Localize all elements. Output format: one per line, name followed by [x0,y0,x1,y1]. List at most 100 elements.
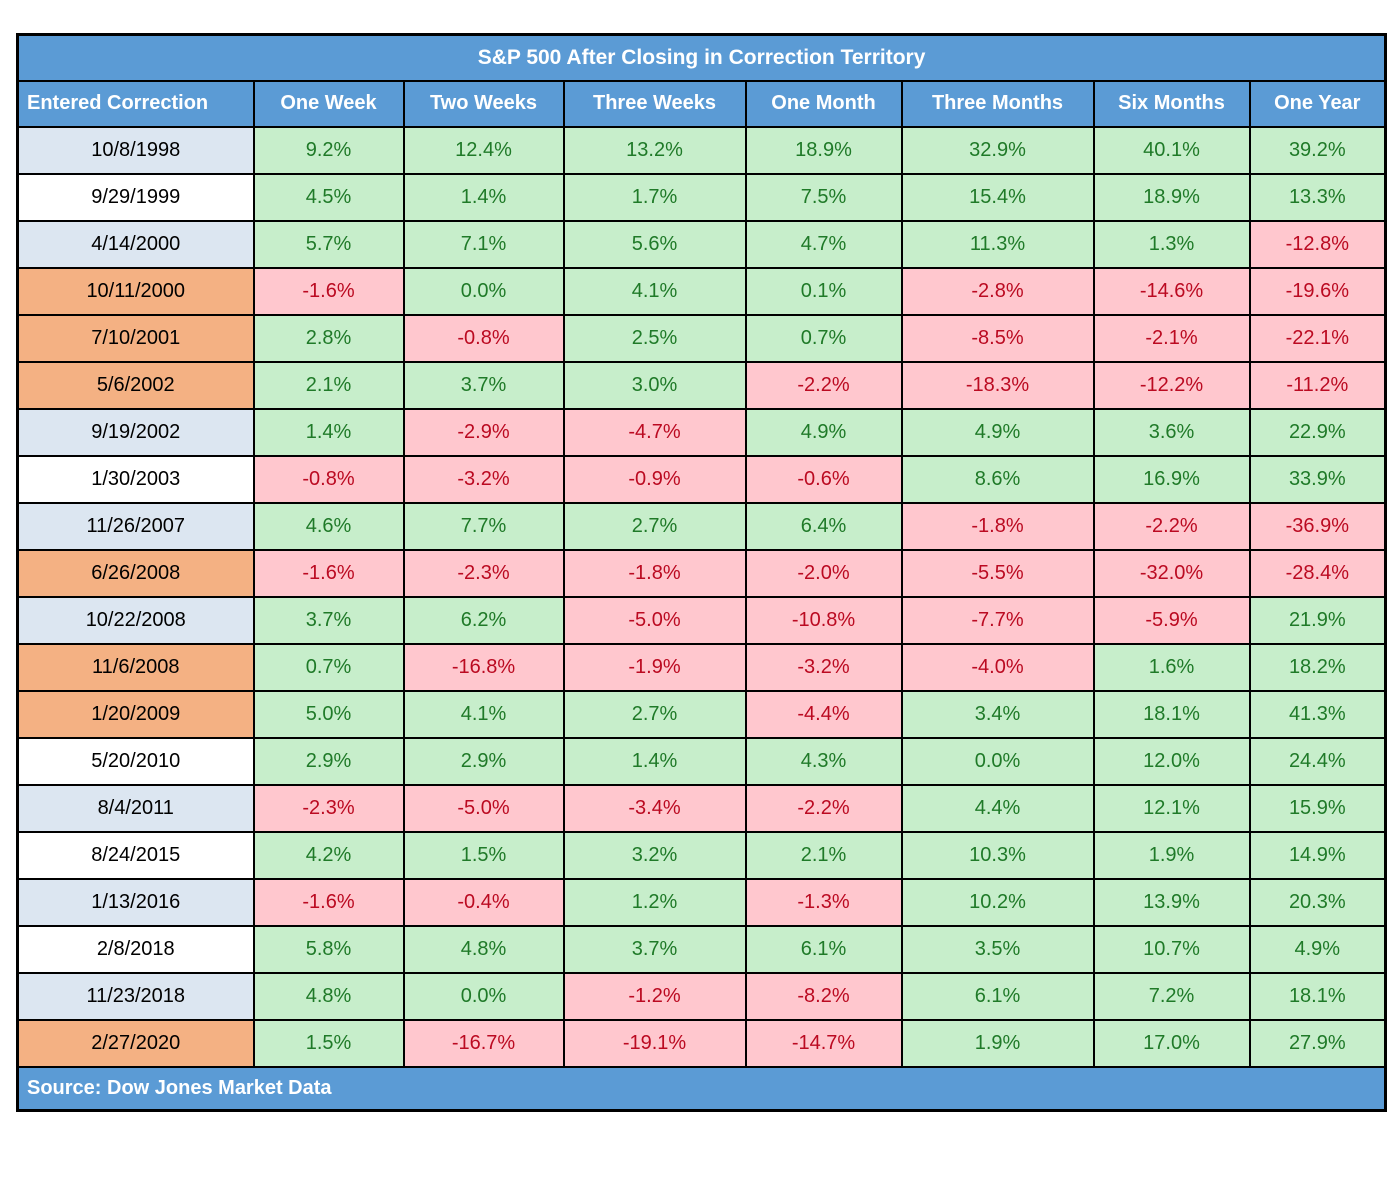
return-cell: -4.4% [744,689,903,739]
return-cell: 1.7% [562,172,747,222]
return-cell: 5.7% [252,219,405,269]
return-cell: -0.4% [402,877,565,927]
table-row: 11/26/2007 4.6% 7.7% 2.7% 6.4% -1.8% -2.2% -36.… [16,501,1387,551]
column-header-three-months: Three Months [900,79,1095,128]
source-row: Source: Dow Jones Market Data [16,1065,1387,1112]
return-cell: 1.4% [562,736,747,786]
table-row: 9/19/2002 1.4% -2.9% -4.7% 4.9% 4.9% 3.6% 22.9% [16,407,1387,457]
return-cell: 4.8% [402,924,565,974]
return-cell: 32.9% [900,125,1095,175]
return-cell: -0.8% [402,313,565,363]
return-cell: -22.1% [1248,313,1387,363]
return-cell: 7.1% [402,219,565,269]
column-header-one-month: One Month [744,79,903,128]
return-cell: -1.8% [900,501,1095,551]
return-cell: 2.5% [562,313,747,363]
return-cell: -2.3% [252,783,405,833]
return-cell: 4.1% [402,689,565,739]
return-cell: 1.2% [562,877,747,927]
return-cell: 12.1% [1092,783,1251,833]
return-cell: 4.3% [744,736,903,786]
table-row: 10/22/2008 3.7% 6.2% -5.0% -10.8% -7.7% -5.9% 2… [16,595,1387,645]
entered-correction-date: 1/13/2016 [16,877,255,927]
return-cell: -1.6% [252,266,405,316]
return-cell: 6.2% [402,595,565,645]
table-row: 1/30/2003 -0.8% -3.2% -0.9% -0.6% 8.6% 16.9% 33… [16,454,1387,504]
column-header-six-months: Six Months [1092,79,1251,128]
return-cell: 2.9% [252,736,405,786]
return-cell: 2.7% [562,501,747,551]
entered-correction-date: 8/4/2011 [16,783,255,833]
entered-correction-date: 11/6/2008 [16,642,255,692]
table-row: 2/27/2020 1.5% -16.7% -19.1% -14.7% 1.9% 17.0%… [16,1018,1387,1068]
table-row: 8/24/2015 4.2% 1.5% 3.2% 2.1% 10.3% 1.9% 14.9% [16,830,1387,880]
return-cell: 12.4% [402,125,565,175]
return-cell: 0.0% [402,971,565,1021]
return-cell: 15.4% [900,172,1095,222]
return-cell: -1.6% [252,548,405,598]
return-cell: -0.9% [562,454,747,504]
table-row: 6/26/2008 -1.6% -2.3% -1.8% -2.0% -5.5% -32.0%… [16,548,1387,598]
table-title: S&P 500 After Closing in Correction Terr… [16,33,1387,82]
return-cell: 4.8% [252,971,405,1021]
return-cell: 6.4% [744,501,903,551]
table-row: 10/11/2000 -1.6% 0.0% 4.1% 0.1% -2.8% -14.6% -1… [16,266,1387,316]
return-cell: 2.1% [744,830,903,880]
return-cell: 40.1% [1092,125,1251,175]
entered-correction-date: 10/11/2000 [16,266,255,316]
return-cell: 18.9% [744,125,903,175]
return-cell: -1.2% [562,971,747,1021]
table-row: 10/8/1998 9.2% 12.4% 13.2% 18.9% 32.9% 40.1% 39… [16,125,1387,175]
return-cell: -16.7% [402,1018,565,1068]
return-cell: -12.8% [1248,219,1387,269]
table-row: 4/14/2000 5.7% 7.1% 5.6% 4.7% 11.3% 1.3% -12.8% [16,219,1387,269]
return-cell: 1.9% [900,1018,1095,1068]
return-cell: -0.8% [252,454,405,504]
return-cell: 4.9% [900,407,1095,457]
return-cell: 14.9% [1248,830,1387,880]
table-row: 2/8/2018 5.8% 4.8% 3.7% 6.1% 3.5% 10.7% 4.9% [16,924,1387,974]
return-cell: 7.5% [744,172,903,222]
table-row: 11/23/2018 4.8% 0.0% -1.2% -8.2% 6.1% 7.2% 18.1… [16,971,1387,1021]
return-cell: 41.3% [1248,689,1387,739]
return-cell: 1.3% [1092,219,1251,269]
source-label: Source: Dow Jones Market Data [16,1065,1387,1112]
table-row: 5/20/2010 2.9% 2.9% 1.4% 4.3% 0.0% 12.0% 24.4% [16,736,1387,786]
return-cell: -28.4% [1248,548,1387,598]
return-cell: 3.7% [402,360,565,410]
return-cell: 10.3% [900,830,1095,880]
table-body: 10/8/1998 9.2% 12.4% 13.2% 18.9% 32.9% 40.1% 39… [16,125,1387,1068]
return-cell: 17.0% [1092,1018,1251,1068]
return-cell: 6.1% [744,924,903,974]
return-cell: -10.8% [744,595,903,645]
return-cell: 3.7% [562,924,747,974]
entered-correction-date: 7/10/2001 [16,313,255,363]
return-cell: -5.0% [562,595,747,645]
return-cell: -2.9% [402,407,565,457]
return-cell: -4.7% [562,407,747,457]
entered-correction-date: 8/24/2015 [16,830,255,880]
page: S&P 500 After Closing in Correction Terr… [16,33,1388,1112]
return-cell: 21.9% [1248,595,1387,645]
return-cell: 4.7% [744,219,903,269]
return-cell: -8.5% [900,313,1095,363]
return-cell: 8.6% [900,454,1095,504]
return-cell: -7.7% [900,595,1095,645]
return-cell: 4.9% [744,407,903,457]
return-cell: 0.1% [744,266,903,316]
return-cell: 16.9% [1092,454,1251,504]
sp500-correction-table: S&P 500 After Closing in Correction Terr… [16,33,1388,1112]
entered-correction-date: 1/30/2003 [16,454,255,504]
table-row: 8/4/2011 -2.3% -5.0% -3.4% -2.2% 4.4% 12.1% 15.… [16,783,1387,833]
return-cell: 10.2% [900,877,1095,927]
return-cell: -2.2% [744,783,903,833]
return-cell: 20.3% [1248,877,1387,927]
return-cell: 1.5% [402,830,565,880]
return-cell: 11.3% [900,219,1095,269]
return-cell: -5.9% [1092,595,1251,645]
return-cell: 24.4% [1248,736,1387,786]
return-cell: 18.9% [1092,172,1251,222]
return-cell: -36.9% [1248,501,1387,551]
return-cell: 13.3% [1248,172,1387,222]
return-cell: -2.2% [744,360,903,410]
